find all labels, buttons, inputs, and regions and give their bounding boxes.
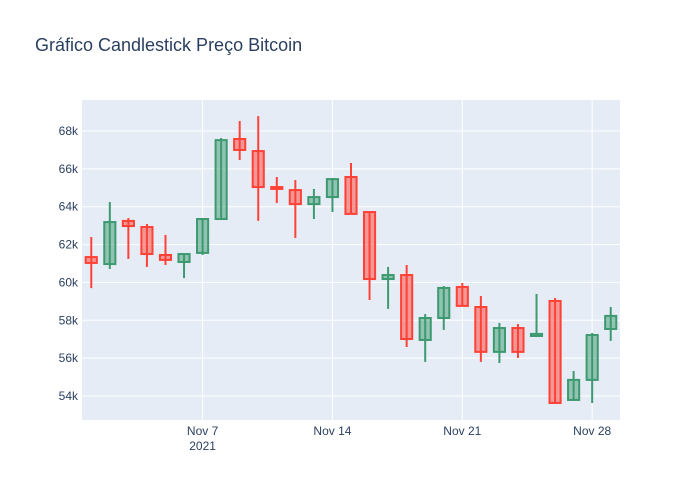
y-tick-label: 64k	[59, 200, 79, 214]
candle-body	[325, 178, 340, 199]
candle-body	[103, 221, 117, 266]
candle-body	[270, 186, 284, 190]
candle-body	[548, 299, 562, 404]
candle-body	[121, 219, 135, 228]
candle-body	[418, 317, 432, 341]
candle-body	[511, 327, 525, 353]
candle-body	[251, 150, 265, 189]
candle-body	[362, 211, 377, 281]
y-tick-label: 68k	[59, 124, 79, 138]
candle-body	[344, 176, 358, 215]
candle-body	[140, 225, 154, 256]
chart-title: Gráfico Candlestick Preço Bitcoin	[35, 35, 302, 55]
candle-body	[214, 139, 228, 221]
y-tick-label: 54k	[59, 389, 79, 403]
candle-body	[529, 332, 544, 337]
x-tick-label: Nov 21	[443, 424, 481, 438]
candle-body	[474, 306, 488, 353]
candle-body	[455, 285, 469, 307]
candle-body	[492, 327, 506, 353]
candle-body	[437, 286, 451, 320]
x-tick-label: Nov 28	[573, 424, 611, 438]
candle-body	[567, 378, 581, 401]
y-tick-label: 56k	[59, 351, 79, 365]
y-tick-label: 62k	[59, 238, 79, 252]
candle-body	[604, 314, 618, 330]
candle-body	[196, 218, 210, 254]
x-tick-label: Nov 7 2021	[187, 424, 219, 453]
candle-body	[381, 274, 395, 281]
candle-body	[84, 256, 98, 264]
candle-body	[307, 196, 321, 206]
y-tick-label: 58k	[59, 313, 79, 327]
candle-body	[400, 274, 414, 341]
candle-body	[177, 253, 191, 263]
candle-body	[288, 189, 302, 206]
y-tick-label: 60k	[59, 275, 79, 289]
y-tick-label: 66k	[59, 162, 79, 176]
candle-body	[158, 253, 173, 261]
candle-body	[585, 334, 599, 381]
x-tick-label: Nov 14	[313, 424, 351, 438]
candle-body	[233, 137, 247, 151]
